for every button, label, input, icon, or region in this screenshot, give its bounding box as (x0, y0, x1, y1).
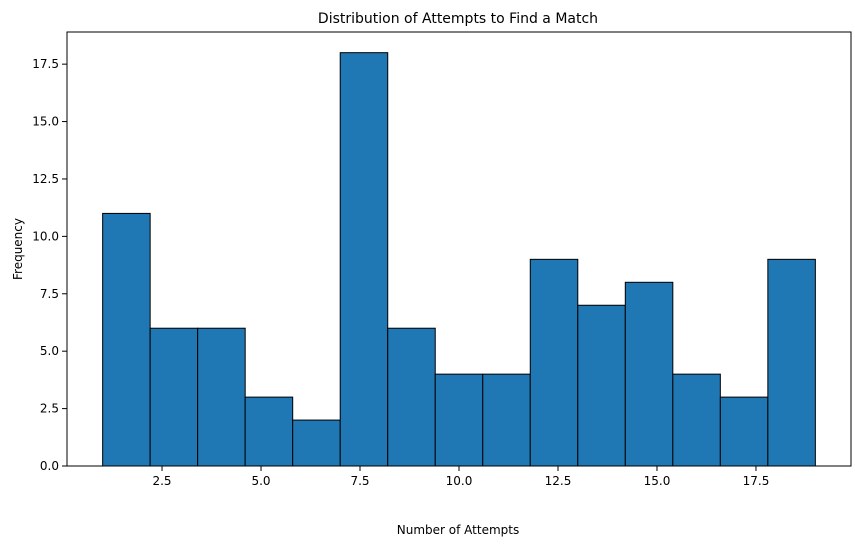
y-tick-label-7: 17.5 (32, 57, 59, 71)
bar-9 (529, 258, 579, 467)
x-axis-label: Number of Attempts (397, 523, 519, 537)
bar-13 (719, 396, 769, 467)
y-axis: 0.0 2.5 5.0 7.5 10.0 12.5 15.0 17.5 (32, 57, 67, 473)
x-tick-label-2: 7.5 (350, 474, 369, 488)
bar-10 (577, 304, 626, 467)
y-tick-label-4: 10.0 (32, 229, 59, 243)
bar-6 (387, 327, 436, 467)
y-tick-label-6: 15.0 (32, 115, 59, 129)
bar-7 (434, 373, 484, 467)
bars-group (102, 52, 816, 467)
x-tick-label-6: 17.5 (743, 474, 770, 488)
bar-3 (244, 396, 294, 467)
x-axis: 2.5 5.0 7.5 10.0 12.5 15.0 17.5 (152, 466, 769, 488)
x-tick-label-5: 15.0 (644, 474, 671, 488)
bar-14 (767, 258, 816, 467)
y-tick-label-0: 0.0 (40, 459, 59, 473)
x-tick-label-1: 5.0 (251, 474, 270, 488)
y-tick-label-3: 7.5 (40, 287, 59, 301)
y-tick-label-2: 5.0 (40, 344, 59, 358)
y-axis-label: Frequency (11, 218, 25, 280)
bar-2 (197, 327, 246, 467)
bar-0 (102, 212, 151, 467)
bar-12 (672, 373, 721, 467)
y-tick-label-1: 2.5 (40, 402, 59, 416)
bar-1 (149, 327, 199, 467)
bar-11 (624, 281, 674, 467)
x-tick-label-0: 2.5 (152, 474, 171, 488)
x-tick-label-4: 12.5 (545, 474, 572, 488)
y-tick-label-5: 12.5 (32, 172, 59, 186)
bar-5 (339, 52, 389, 467)
bar-4 (292, 419, 341, 467)
chart-title: Distribution of Attempts to Find a Match (318, 11, 598, 27)
bar-8 (482, 373, 531, 467)
x-tick-label-3: 10.0 (446, 474, 473, 488)
